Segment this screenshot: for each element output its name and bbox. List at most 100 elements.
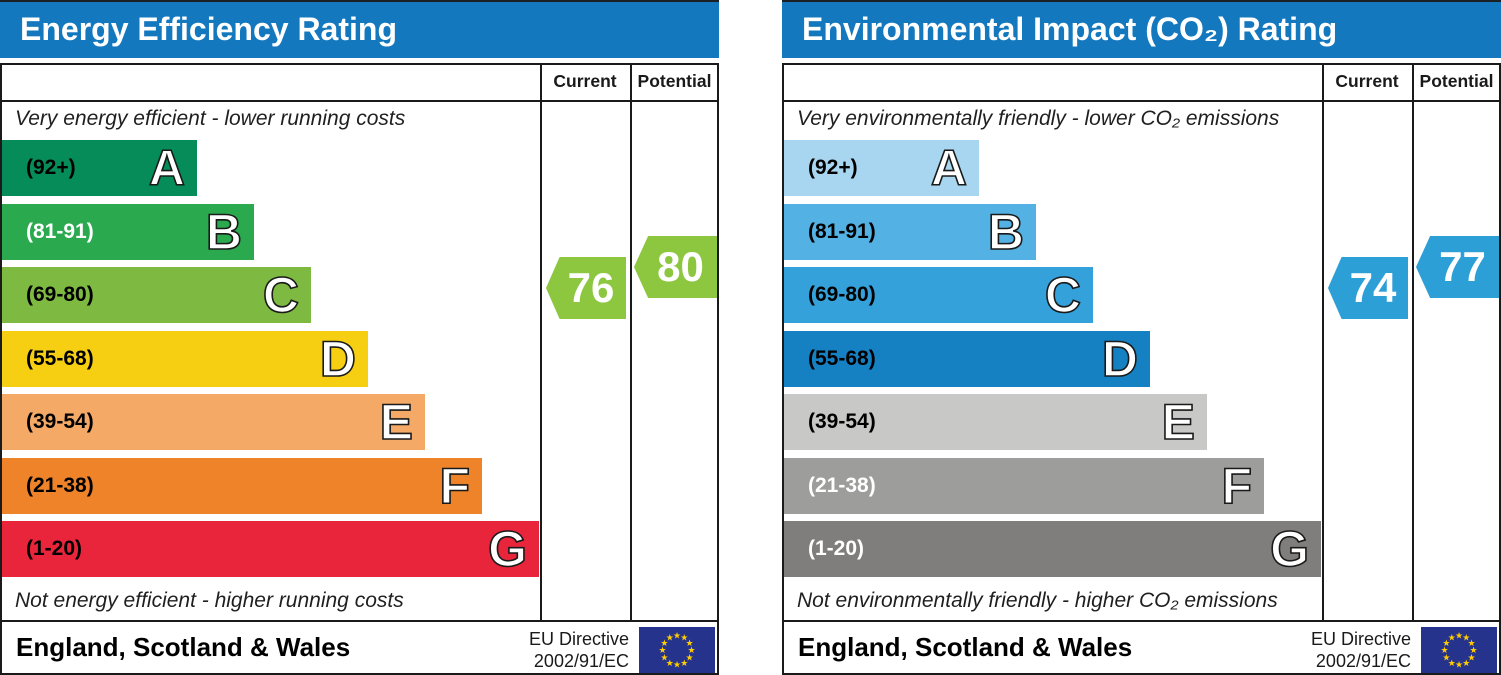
top-caption: Very energy efficient - lower running co… [15, 107, 406, 130]
band-letter: D [319, 330, 357, 387]
svg-text:★: ★ [1448, 658, 1456, 668]
svg-text:★: ★ [1468, 652, 1476, 662]
band-range-label: (39-54) [808, 410, 876, 433]
band-g: (1-20) G [784, 521, 1321, 577]
band-letter: F [439, 457, 471, 514]
bottom-caption: Not energy efficient - higher running co… [15, 589, 404, 612]
band-range-label: (21-38) [808, 473, 876, 497]
current-column-header: Current [1335, 71, 1399, 91]
band-e: (39-54) E [784, 394, 1207, 450]
svg-text:★: ★ [658, 645, 666, 655]
band-range-label: (55-68) [26, 346, 94, 370]
band-letter: F [1221, 457, 1253, 514]
svg-text:★: ★ [1442, 652, 1450, 662]
band-range-label: (39-54) [26, 410, 94, 433]
band-f: (21-38) F [784, 457, 1264, 514]
panel-title: Environmental Impact (CO₂) Rating [782, 0, 1501, 58]
region-label: England, Scotland & Wales [16, 632, 351, 662]
band-range-label: (81-91) [26, 219, 94, 243]
current-rating-arrow: 74 [1328, 257, 1408, 319]
svg-text:★: ★ [680, 658, 688, 668]
svg-text:★: ★ [1462, 633, 1470, 643]
column-divider [630, 63, 632, 622]
band-letter: A [148, 140, 186, 196]
svg-text:★: ★ [1440, 645, 1448, 655]
band-letter: E [379, 394, 414, 450]
band-range-label: (21-38) [26, 473, 94, 497]
column-divider [1412, 63, 1414, 622]
energy-efficiency-rating-panel: Energy Efficiency Rating Current Potenti… [0, 0, 719, 675]
band-e: (39-54) E [2, 394, 425, 450]
svg-text:★: ★ [686, 652, 694, 662]
band-a: (92+) A [784, 140, 979, 196]
band-range-label: (81-91) [808, 219, 876, 243]
current-column-header: Current [553, 71, 617, 91]
band-letter: E [1161, 394, 1196, 450]
environmental-impact-rating-panel: Environmental Impact (CO₂) Rating Curren… [782, 0, 1501, 675]
svg-text:★: ★ [1455, 660, 1463, 670]
header-row-divider [0, 100, 719, 102]
column-divider [1322, 63, 1324, 622]
svg-text:★: ★ [1442, 638, 1450, 648]
current-rating-value: 74 [1349, 264, 1397, 311]
header-row-divider [782, 100, 1501, 102]
svg-text:★: ★ [1469, 645, 1477, 655]
band-range-label: (1-20) [808, 537, 865, 560]
svg-text:★: ★ [1468, 638, 1476, 648]
svg-text:★: ★ [673, 660, 681, 670]
svg-text:★: ★ [666, 633, 674, 643]
band-letter: C [262, 267, 300, 323]
svg-text:★: ★ [1448, 633, 1456, 643]
svg-text:★: ★ [1462, 658, 1470, 668]
top-caption: Very environmentally friendly - lower CO… [797, 107, 1280, 130]
panel-title: Energy Efficiency Rating [0, 0, 719, 58]
potential-column-header: Potential [1419, 71, 1494, 91]
potential-rating-arrow: 77 [1416, 236, 1499, 298]
band-letter: G [487, 521, 528, 577]
band-letter: A [930, 140, 968, 196]
band-c: (69-80) C [784, 267, 1093, 323]
current-rating-arrow: 76 [546, 257, 626, 319]
svg-text:★: ★ [686, 638, 694, 648]
current-rating-value: 76 [567, 264, 615, 311]
column-divider [540, 63, 542, 622]
svg-text:★: ★ [1455, 631, 1463, 641]
eu-directive-label: EU Directive 2002/91/EC [1310, 629, 1411, 671]
svg-text:★: ★ [687, 645, 695, 655]
svg-text:★: ★ [660, 652, 668, 662]
band-letter: B [205, 203, 243, 260]
band-b: (81-91) B [784, 203, 1036, 260]
band-b: (81-91) B [2, 203, 254, 260]
band-letter: G [1269, 521, 1310, 577]
svg-text:★: ★ [680, 633, 688, 643]
band-letter: C [1044, 267, 1082, 323]
band-range-label: (1-20) [26, 537, 83, 560]
band-range-label: (55-68) [808, 346, 876, 370]
band-f: (21-38) F [2, 457, 482, 514]
band-letter: D [1101, 330, 1139, 387]
bottom-caption: Not environmentally friendly - higher CO… [797, 589, 1278, 612]
footer-row-divider [782, 620, 1501, 622]
band-d: (55-68) D [2, 330, 368, 387]
eu-directive-label: EU Directive 2002/91/EC [528, 629, 629, 671]
band-letter: B [987, 203, 1025, 260]
svg-text:★: ★ [660, 638, 668, 648]
band-a: (92+) A [2, 140, 197, 196]
region-label: England, Scotland & Wales [798, 632, 1133, 662]
potential-rating-value: 80 [657, 243, 704, 290]
potential-rating-value: 77 [1439, 243, 1486, 290]
eu-flag-icon: ★ ★ ★★ ★★ ★★ ★★ ★★ [639, 627, 715, 673]
potential-column-header: Potential [637, 71, 712, 91]
band-range-label: (92+) [26, 156, 76, 179]
svg-text:★: ★ [666, 658, 674, 668]
potential-rating-arrow: 80 [634, 236, 717, 298]
svg-text:★: ★ [673, 631, 681, 641]
band-g: (1-20) G [2, 521, 539, 577]
band-range-label: (92+) [808, 156, 858, 179]
band-c: (69-80) C [2, 267, 311, 323]
band-range-label: (69-80) [808, 283, 876, 306]
footer-row-divider [0, 620, 719, 622]
eu-flag-icon: ★ ★ ★★ ★★ ★★ ★★ ★★ [1421, 627, 1497, 673]
band-range-label: (69-80) [26, 283, 94, 306]
band-d: (55-68) D [784, 330, 1150, 387]
